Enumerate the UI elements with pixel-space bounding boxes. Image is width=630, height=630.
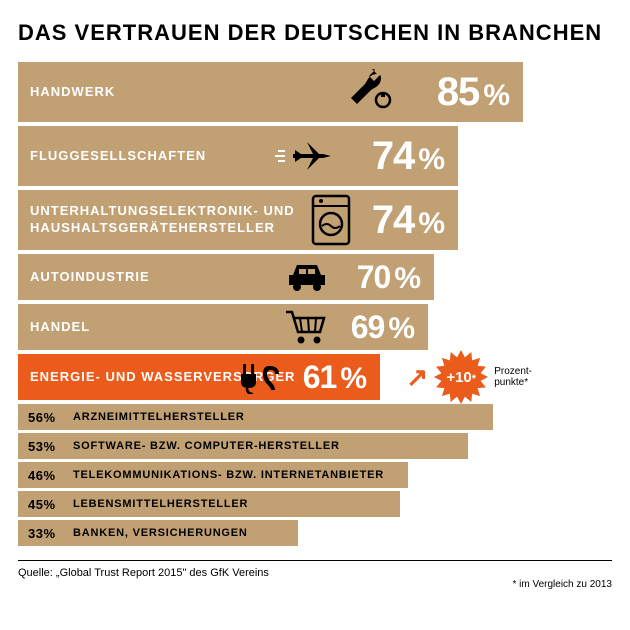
bar-plug: ENERGIE- UND WASSERVERSORGER61%↗+10*Proz… bbox=[18, 354, 612, 400]
bar-pct: 74% bbox=[372, 198, 444, 243]
wrench-icon bbox=[345, 68, 393, 116]
bar-cart: HANDEL 69% bbox=[18, 304, 612, 350]
delta-value: +10* bbox=[446, 369, 476, 386]
delta-badge: ↗ +10* Prozent-punkte* bbox=[406, 350, 532, 404]
bar-label: UNTERHALTUNGSELEKTRONIK- UND HAUSHALTSGE… bbox=[30, 203, 310, 237]
plane-icon bbox=[273, 134, 343, 178]
small-bar: 46% TELEKOMMUNIKATIONS- BZW. INTERNETANBI… bbox=[18, 462, 612, 488]
bar-washer: UNTERHALTUNGSELEKTRONIK- UND HAUSHALTSGE… bbox=[18, 190, 612, 250]
small-bar-pct: 46% bbox=[28, 468, 56, 483]
cart-icon bbox=[284, 308, 328, 346]
small-bar-pct: 45% bbox=[28, 497, 56, 512]
small-bar: 56% ARZNEIMITTELHERSTELLER bbox=[18, 404, 612, 430]
arrow-up-icon: ↗ bbox=[406, 362, 428, 393]
source-divider: Quelle: „Global Trust Report 2015" des G… bbox=[18, 560, 612, 579]
bar-label: HANDWERK bbox=[30, 84, 115, 101]
small-bar-label: SOFTWARE- BZW. COMPUTER-HERSTELLER bbox=[73, 440, 340, 452]
small-bar-label: BANKEN, VERSICHERUNGEN bbox=[73, 527, 248, 539]
small-bar-pct: 33% bbox=[28, 526, 56, 541]
bar-pct: 69% bbox=[351, 309, 414, 346]
bar-label: AUTOINDUSTRIE bbox=[30, 269, 150, 286]
small-bar-group: 56% ARZNEIMITTELHERSTELLER 53% SOFTWARE- BZ… bbox=[18, 404, 612, 546]
washer-icon bbox=[309, 194, 353, 246]
small-bar: 45% LEBENSMITTELHERSTELLER bbox=[18, 491, 612, 517]
bar-label: HANDEL bbox=[30, 319, 90, 336]
bar-pct: 85% bbox=[437, 70, 509, 115]
bar-plane: FLUGGESELLSCHAFTEN 74% bbox=[18, 126, 612, 186]
big-bar-group: HANDWERK 85% FLUGGESELLSCHAFTEN 74% UNTERHAL… bbox=[18, 62, 612, 400]
bar-pct: 74% bbox=[372, 134, 444, 179]
small-bar: 33% BANKEN, VERSICHERUNGEN bbox=[18, 520, 612, 546]
small-bar-pct: 53% bbox=[28, 439, 56, 454]
footnote: * im Vergleich zu 2013 bbox=[512, 579, 612, 590]
bar-pct: 70% bbox=[357, 259, 420, 296]
source-text: Quelle: „Global Trust Report 2015" des G… bbox=[18, 567, 612, 579]
small-bar-label: TELEKOMMUNIKATIONS- BZW. INTERNETANBIETE… bbox=[73, 469, 384, 481]
bar-label: FLUGGESELLSCHAFTEN bbox=[30, 148, 206, 165]
bar-car: AUTOINDUSTRIE 70% bbox=[18, 254, 612, 300]
small-bar: 53% SOFTWARE- BZW. COMPUTER-HERSTELLER bbox=[18, 433, 612, 459]
delta-caption: Prozent-punkte* bbox=[494, 366, 532, 388]
bar-pct: 61% bbox=[303, 359, 366, 396]
car-icon bbox=[285, 261, 329, 293]
small-bar-pct: 56% bbox=[28, 410, 56, 425]
small-bar-label: ARZNEIMITTELHERSTELLER bbox=[73, 411, 245, 423]
chart-title: DAS VERTRAUEN DER DEUTSCHEN IN BRANCHEN bbox=[18, 20, 612, 46]
bar-wrench: HANDWERK 85% bbox=[18, 62, 612, 122]
plug-icon bbox=[237, 360, 285, 394]
starburst-icon: +10* bbox=[434, 350, 488, 404]
small-bar-label: LEBENSMITTELHERSTELLER bbox=[73, 498, 248, 510]
